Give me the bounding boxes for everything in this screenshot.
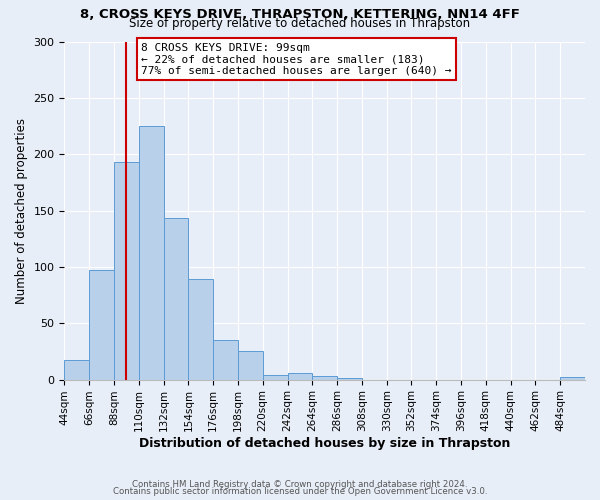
Bar <box>164 218 188 380</box>
Bar <box>188 280 213 380</box>
Y-axis label: Number of detached properties: Number of detached properties <box>15 118 28 304</box>
Bar <box>114 162 139 380</box>
Bar <box>313 376 337 380</box>
Bar <box>560 378 585 380</box>
Text: Contains public sector information licensed under the Open Government Licence v3: Contains public sector information licen… <box>113 487 487 496</box>
Bar <box>238 352 263 380</box>
Bar <box>139 126 164 380</box>
Bar <box>64 360 89 380</box>
Bar <box>213 340 238 380</box>
Text: Contains HM Land Registry data © Crown copyright and database right 2024.: Contains HM Land Registry data © Crown c… <box>132 480 468 489</box>
Bar <box>337 378 362 380</box>
Bar <box>287 373 313 380</box>
Text: 8, CROSS KEYS DRIVE, THRAPSTON, KETTERING, NN14 4FF: 8, CROSS KEYS DRIVE, THRAPSTON, KETTERIN… <box>80 8 520 20</box>
Bar <box>89 270 114 380</box>
Text: 8 CROSS KEYS DRIVE: 99sqm
← 22% of detached houses are smaller (183)
77% of semi: 8 CROSS KEYS DRIVE: 99sqm ← 22% of detac… <box>141 42 452 76</box>
Text: Size of property relative to detached houses in Thrapston: Size of property relative to detached ho… <box>130 18 470 30</box>
Bar <box>263 375 287 380</box>
X-axis label: Distribution of detached houses by size in Thrapston: Distribution of detached houses by size … <box>139 437 511 450</box>
